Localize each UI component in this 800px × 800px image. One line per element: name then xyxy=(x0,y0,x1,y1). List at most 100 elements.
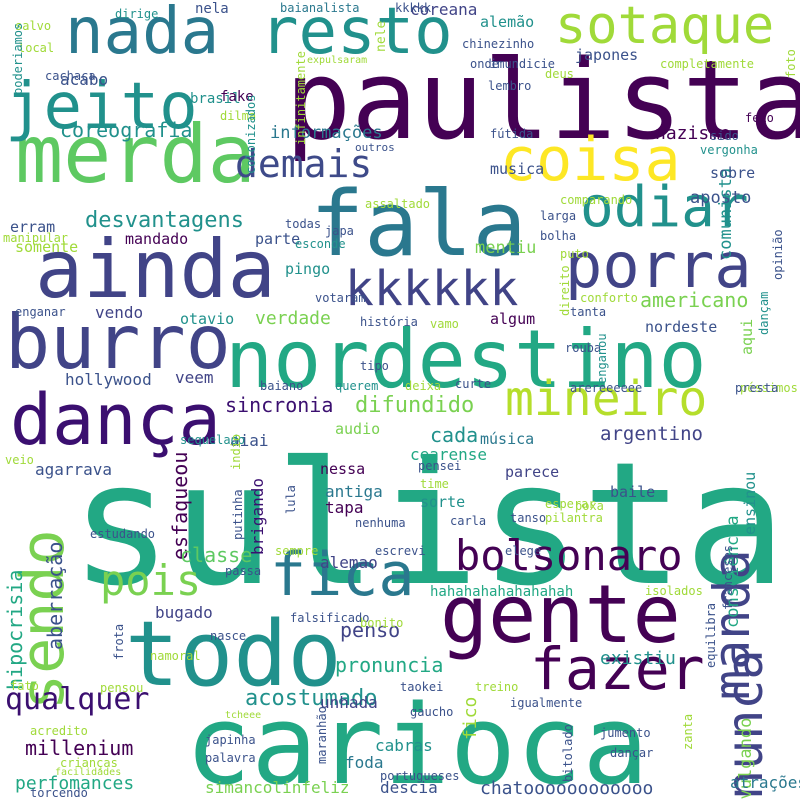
cloud-word: resto xyxy=(260,0,453,69)
cloud-word: odiar xyxy=(580,175,749,240)
cloud-word: carla xyxy=(450,514,487,528)
cloud-word: pensou xyxy=(100,681,144,695)
cloud-word: deixa xyxy=(405,379,442,393)
cloud-word: nele xyxy=(374,20,389,52)
cloud-word: bolha xyxy=(540,229,577,243)
cloud-word: antiga xyxy=(325,482,383,501)
cloud-word: atrações xyxy=(730,773,800,792)
cloud-word: jumento xyxy=(600,726,651,740)
cloud-word: salvo xyxy=(15,19,52,33)
cloud-word: millenium xyxy=(25,736,134,760)
cloud-word: taokei xyxy=(400,680,444,694)
cloud-word: chatoooooooooooo xyxy=(480,778,654,799)
cloud-word: mentiu xyxy=(475,238,537,258)
cloud-word: aberração xyxy=(43,541,67,650)
cloud-word: igualmente xyxy=(510,696,583,710)
cloud-word: penso xyxy=(340,618,401,642)
cloud-word: cachaça xyxy=(45,69,96,83)
cloud-word: baianalista xyxy=(280,1,360,15)
cloud-word: tanta xyxy=(570,305,607,319)
cloud-word: carioca xyxy=(185,681,649,800)
cloud-word: zanta xyxy=(681,713,695,750)
cloud-word: vendo xyxy=(95,303,144,322)
cloud-word: nenhuma xyxy=(355,516,406,530)
cloud-word: alemão xyxy=(480,13,535,31)
cloud-word: torcendo xyxy=(30,786,88,800)
cloud-word: baiano xyxy=(260,379,304,393)
cloud-word: dançar xyxy=(610,746,654,760)
cloud-word: perfomances xyxy=(15,773,135,794)
cloud-word: sequelado xyxy=(180,433,246,447)
cloud-word: equilibra xyxy=(704,602,718,668)
cloud-word: completamente xyxy=(660,57,754,71)
cloud-word: enganar xyxy=(15,305,66,319)
cloud-word: otavio xyxy=(180,310,235,328)
cloud-word: bolsonaro xyxy=(455,531,683,580)
cloud-word: isolados xyxy=(645,584,703,598)
cloud-word: kkkkkk xyxy=(345,261,519,317)
cloud-word: aposto xyxy=(690,188,752,208)
cloud-word: pingo xyxy=(285,260,331,278)
cloud-word: tcheee xyxy=(225,710,262,721)
cloud-word: chinezinho xyxy=(462,37,535,51)
cloud-word: burro xyxy=(5,298,231,386)
cloud-word: coreana xyxy=(410,0,478,19)
cloud-word: desvantagens xyxy=(85,208,244,233)
cloud-word: parte xyxy=(255,230,301,248)
cloud-word: outros xyxy=(355,141,395,154)
cloud-word: falsificado xyxy=(290,611,370,625)
cloud-word: cada xyxy=(430,423,479,447)
cloud-word: história xyxy=(360,315,418,329)
cloud-word: opinião xyxy=(771,229,785,280)
cloud-word: tanso xyxy=(510,511,547,525)
cloud-word: maranhão xyxy=(315,706,329,764)
cloud-word: japones xyxy=(575,46,639,64)
cloud-word: sido xyxy=(710,129,739,143)
cloud-word: hollywood xyxy=(65,370,152,389)
cloud-word: foda xyxy=(345,753,384,772)
cloud-word: acabo xyxy=(60,70,109,89)
cloud-word: informações xyxy=(270,123,383,143)
cloud-word: foto xyxy=(784,49,798,78)
cloud-word: puto xyxy=(560,247,589,261)
cloud-word: fútida xyxy=(490,127,534,141)
cloud-word: parece xyxy=(505,463,560,481)
cloud-word: facilidades xyxy=(55,767,122,778)
cloud-word: poderiamos xyxy=(11,22,25,95)
cloud-word: aqui xyxy=(738,318,756,355)
cloud-word: sulista xyxy=(70,426,787,624)
cloud-word: dançam xyxy=(757,291,771,335)
cloud-word: pilantra xyxy=(545,511,603,525)
cloud-word: curte xyxy=(455,377,492,391)
cloud-word: nessa xyxy=(320,460,366,478)
cloud-word: coisa xyxy=(500,125,681,195)
cloud-word: esperar xyxy=(545,497,596,511)
cloud-word: arereeeeee xyxy=(570,381,643,395)
cloud-word: enganou xyxy=(595,333,609,384)
cloud-word: porra xyxy=(565,229,752,302)
cloud-word: nordeste xyxy=(645,318,718,336)
cloud-word: americano xyxy=(640,288,749,312)
cloud-word: veio xyxy=(5,453,34,467)
cloud-word: fazer xyxy=(530,635,705,703)
cloud-word: lembro xyxy=(488,79,532,93)
cloud-word: fala xyxy=(310,172,527,277)
cloud-word: fico xyxy=(460,696,481,740)
cloud-word: ainda xyxy=(35,223,276,316)
cloud-word: baile xyxy=(610,483,656,501)
cloud-word: merda xyxy=(15,108,256,201)
cloud-word: nazismo xyxy=(655,123,731,144)
cloud-word: nasce xyxy=(210,629,247,643)
cloud-word: musica xyxy=(490,160,545,178)
cloud-word: acredito xyxy=(30,724,88,738)
cloud-word: coreografia xyxy=(60,118,193,142)
cloud-word: brigando xyxy=(248,477,267,555)
cloud-word: agarrava xyxy=(35,460,113,479)
cloud-word: verdade xyxy=(255,308,331,329)
cloud-word: imundicie xyxy=(490,57,556,71)
cloud-word: conforto xyxy=(580,291,638,305)
cloud-word: bugado xyxy=(155,603,213,622)
cloud-word: somente xyxy=(15,238,79,256)
cloud-word: onde xyxy=(470,57,499,71)
